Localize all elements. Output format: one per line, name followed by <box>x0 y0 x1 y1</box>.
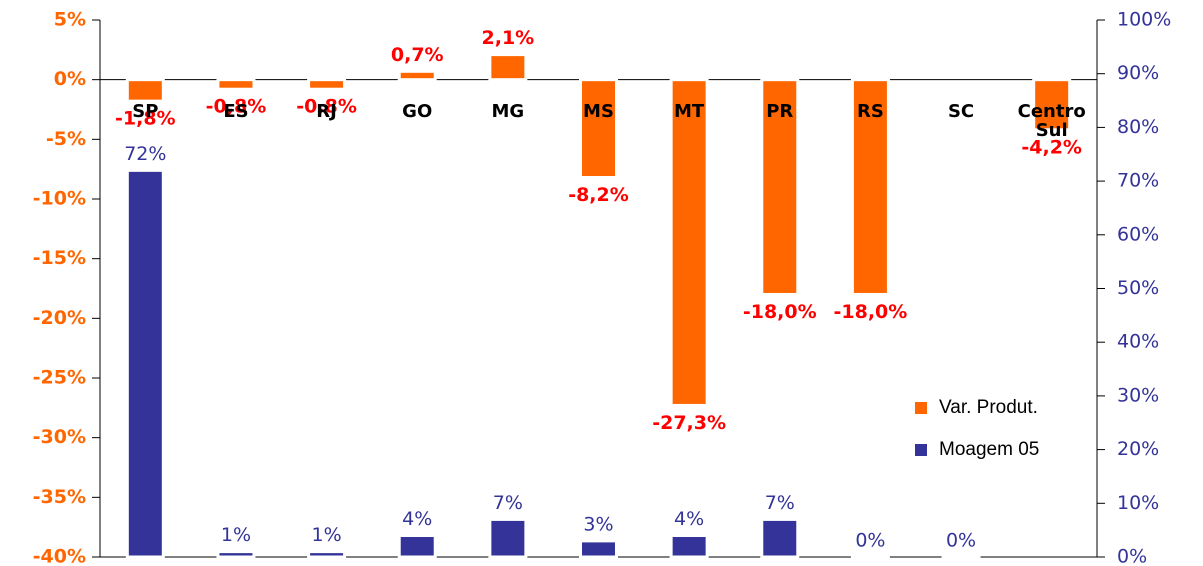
bar <box>307 550 347 559</box>
value-label: -18,0% <box>743 301 817 323</box>
value-label: 4% <box>402 508 432 530</box>
y2-tick-label: 0% <box>1117 546 1147 566</box>
value-label: -8,2% <box>568 184 629 206</box>
value-label: 4% <box>674 508 704 530</box>
value-label: 1% <box>312 524 342 546</box>
x-tick-label: MS <box>583 100 614 122</box>
y2-tick-label: 70% <box>1117 170 1159 192</box>
bar <box>760 517 800 559</box>
x-tick-label: MG <box>491 100 525 122</box>
value-label: -0,8% <box>296 96 357 118</box>
legend-swatch <box>915 444 927 456</box>
y-tick-label: 0% <box>54 68 86 90</box>
bar <box>579 78 618 180</box>
y-tick-label: -20% <box>33 307 86 329</box>
y-tick-label: -35% <box>33 486 86 508</box>
x-tick-label: PR <box>766 100 794 122</box>
y2-tick-label: 100% <box>1117 9 1171 31</box>
value-label: -0,8% <box>206 96 267 118</box>
bar <box>1032 78 1072 132</box>
bar <box>579 539 618 559</box>
value-label: -4,2% <box>1021 136 1082 158</box>
y-tick-label: -30% <box>33 426 86 448</box>
bar <box>488 517 528 559</box>
legend-swatch <box>915 402 927 414</box>
x-tick-label: GO <box>402 100 433 122</box>
bar <box>669 534 709 559</box>
bar <box>397 534 437 559</box>
x-tick-label: SP <box>132 100 159 122</box>
value-label: -18,0% <box>834 301 908 323</box>
bar <box>125 168 165 559</box>
y2-tick-label: 20% <box>1117 438 1159 460</box>
bar <box>307 78 347 91</box>
y2-tick-label: 40% <box>1117 331 1159 353</box>
bar <box>397 69 437 82</box>
y2-tick-label: 90% <box>1117 62 1159 84</box>
y-tick-label: -40% <box>33 546 86 566</box>
x-tick-label: ES <box>223 100 249 122</box>
value-label: -27,3% <box>652 412 726 434</box>
y2-tick-label: 60% <box>1117 223 1159 245</box>
value-label: 7% <box>765 492 795 514</box>
bar <box>760 78 800 296</box>
value-label: -1,8% <box>115 108 176 130</box>
y-tick-label: -5% <box>46 128 86 150</box>
value-label: 3% <box>583 513 613 535</box>
y2-tick-label: 50% <box>1117 277 1159 299</box>
y-tick-label: -15% <box>33 247 86 269</box>
x-tick-label: MT <box>674 100 705 122</box>
y2-tick-label: 80% <box>1117 116 1159 138</box>
bar <box>850 78 890 296</box>
x-tick-label: SC <box>947 100 975 122</box>
y2-tick-label: 10% <box>1117 492 1159 514</box>
bar <box>669 78 709 407</box>
bar <box>216 550 256 559</box>
y-tick-label: -25% <box>33 367 86 389</box>
bar <box>125 78 165 103</box>
bar <box>488 53 528 82</box>
bar <box>216 78 256 91</box>
y2-tick-label: 30% <box>1117 384 1159 406</box>
value-label: 2,1% <box>482 27 535 49</box>
value-label: 0,7% <box>391 44 444 66</box>
value-label: 7% <box>493 492 523 514</box>
value-label: 0% <box>946 530 976 552</box>
legend-label: Var. Produt. <box>939 397 1038 418</box>
value-label: 72% <box>124 143 166 165</box>
value-label: 0% <box>855 530 885 552</box>
x-tick-label: RJ <box>316 100 337 122</box>
value-label: 1% <box>221 524 251 546</box>
x-tick-label: Centro Sul <box>1017 100 1086 141</box>
x-tick-label: RS <box>856 100 884 122</box>
legend-label: Moagem 05 <box>939 439 1039 460</box>
y-tick-label: -10% <box>33 188 86 210</box>
y-tick-label: 5% <box>54 9 86 31</box>
